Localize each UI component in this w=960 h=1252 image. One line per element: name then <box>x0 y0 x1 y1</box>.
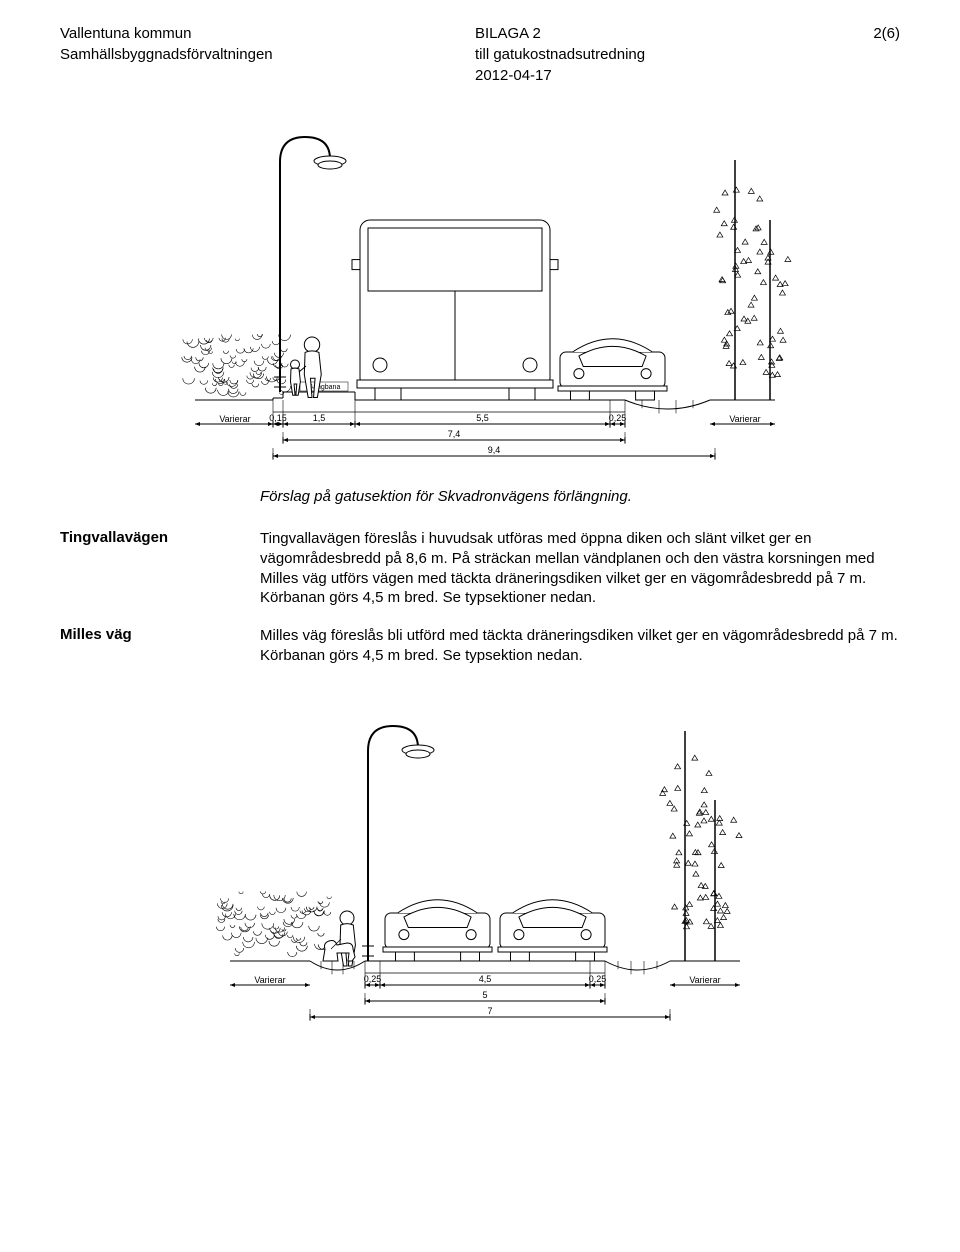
section-label: Milles väg <box>60 626 260 666</box>
document-header-3: 2012-04-17 <box>60 67 900 86</box>
svg-text:Gångbana: Gångbana <box>308 383 341 391</box>
header-municipality: Vallentuna kommun <box>60 25 390 44</box>
svg-text:0,15: 0,15 <box>269 413 287 423</box>
header-department: Samhällsbyggnadsförvaltningen <box>60 46 390 65</box>
svg-text:Varierar: Varierar <box>689 975 720 985</box>
svg-text:7: 7 <box>487 1006 492 1016</box>
diagram-1-caption: Förslag på gatusektion för Skvadronvägen… <box>260 488 900 507</box>
svg-text:5: 5 <box>482 990 487 1000</box>
svg-text:4,5: 4,5 <box>479 974 492 984</box>
svg-text:5,5: 5,5 <box>476 413 489 423</box>
header-till: till gatukostnadsutredning <box>475 46 755 65</box>
document-header-2: Samhällsbyggnadsförvaltningen till gatuk… <box>60 46 900 65</box>
svg-text:Varierar: Varierar <box>729 414 760 424</box>
document-header: Vallentuna kommun BILAGA 2 2(6) <box>60 25 900 44</box>
svg-text:Varierar: Varierar <box>254 975 285 985</box>
header-bilaga: BILAGA 2 <box>475 25 755 44</box>
header-date: 2012-04-17 <box>475 67 755 86</box>
svg-text:0,25: 0,25 <box>589 974 607 984</box>
svg-text:1,5: 1,5 <box>313 413 326 423</box>
svg-text:9,4: 9,4 <box>488 445 501 455</box>
svg-text:0,25: 0,25 <box>609 413 627 423</box>
svg-text:7,4: 7,4 <box>448 429 461 439</box>
diagram-2-wrap: 0,25 4,5 0,25 Varierar Varierar 57 <box>60 691 900 1031</box>
section-text: Tingvallavägen föreslås i huvudsak utför… <box>260 529 900 608</box>
section-text: Milles väg föreslås bli utförd med täckt… <box>260 626 900 666</box>
section-tingvallavagen: Tingvallavägen Tingvallavägen föreslås i… <box>60 529 900 608</box>
section-label: Tingvallavägen <box>60 529 260 608</box>
header-page: 2(6) <box>840 25 900 44</box>
diagram-1-wrap: Gångbana 0,15 1,5 5,5 0,25 Varierar Varierar 7,… <box>60 110 900 470</box>
svg-text:0,25: 0,25 <box>364 974 382 984</box>
road-section-diagram-1: Gångbana 0,15 1,5 5,5 0,25 Varierar Varierar 7,… <box>155 110 805 470</box>
svg-text:Varierar: Varierar <box>219 414 250 424</box>
road-section-diagram-2: 0,25 4,5 0,25 Varierar Varierar 57 <box>200 691 760 1031</box>
section-millesvag: Milles väg Milles väg föreslås bli utför… <box>60 626 900 666</box>
